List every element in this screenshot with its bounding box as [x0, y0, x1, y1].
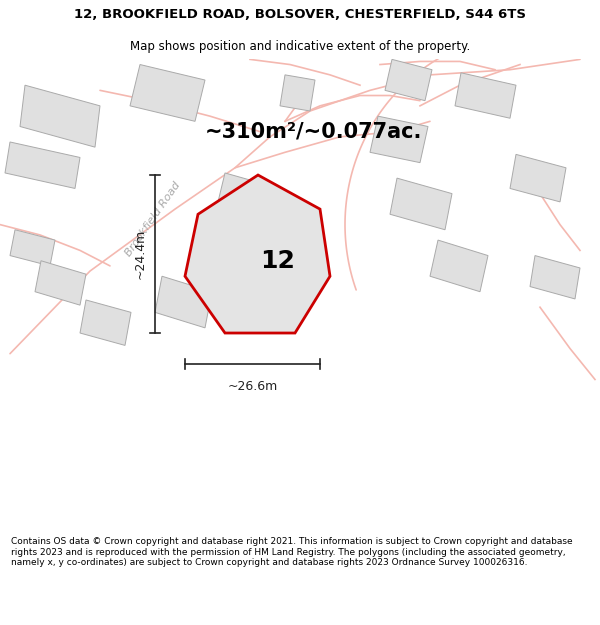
Polygon shape	[130, 64, 205, 121]
Polygon shape	[155, 276, 212, 328]
Polygon shape	[5, 142, 80, 189]
Polygon shape	[280, 75, 315, 111]
Text: ~26.6m: ~26.6m	[227, 380, 278, 393]
Polygon shape	[430, 240, 488, 292]
Polygon shape	[510, 154, 566, 202]
Polygon shape	[390, 178, 452, 230]
Polygon shape	[20, 85, 100, 147]
Polygon shape	[455, 72, 516, 118]
Text: 12, BROOKFIELD ROAD, BOLSOVER, CHESTERFIELD, S44 6TS: 12, BROOKFIELD ROAD, BOLSOVER, CHESTERFI…	[74, 8, 526, 21]
Text: Map shows position and indicative extent of the property.: Map shows position and indicative extent…	[130, 40, 470, 52]
Polygon shape	[385, 59, 432, 101]
Polygon shape	[185, 175, 330, 333]
Text: ~310m²/~0.077ac.: ~310m²/~0.077ac.	[205, 122, 422, 142]
Polygon shape	[240, 221, 295, 274]
Polygon shape	[215, 173, 280, 230]
Text: ~24.4m: ~24.4m	[133, 229, 146, 279]
Polygon shape	[35, 261, 86, 305]
Text: Contains OS data © Crown copyright and database right 2021. This information is : Contains OS data © Crown copyright and d…	[11, 538, 572, 568]
Polygon shape	[370, 116, 428, 162]
Text: Brookfield Road: Brookfield Road	[124, 181, 182, 259]
Polygon shape	[530, 256, 580, 299]
Polygon shape	[80, 300, 131, 346]
Text: 12: 12	[260, 249, 295, 272]
Polygon shape	[10, 230, 55, 266]
